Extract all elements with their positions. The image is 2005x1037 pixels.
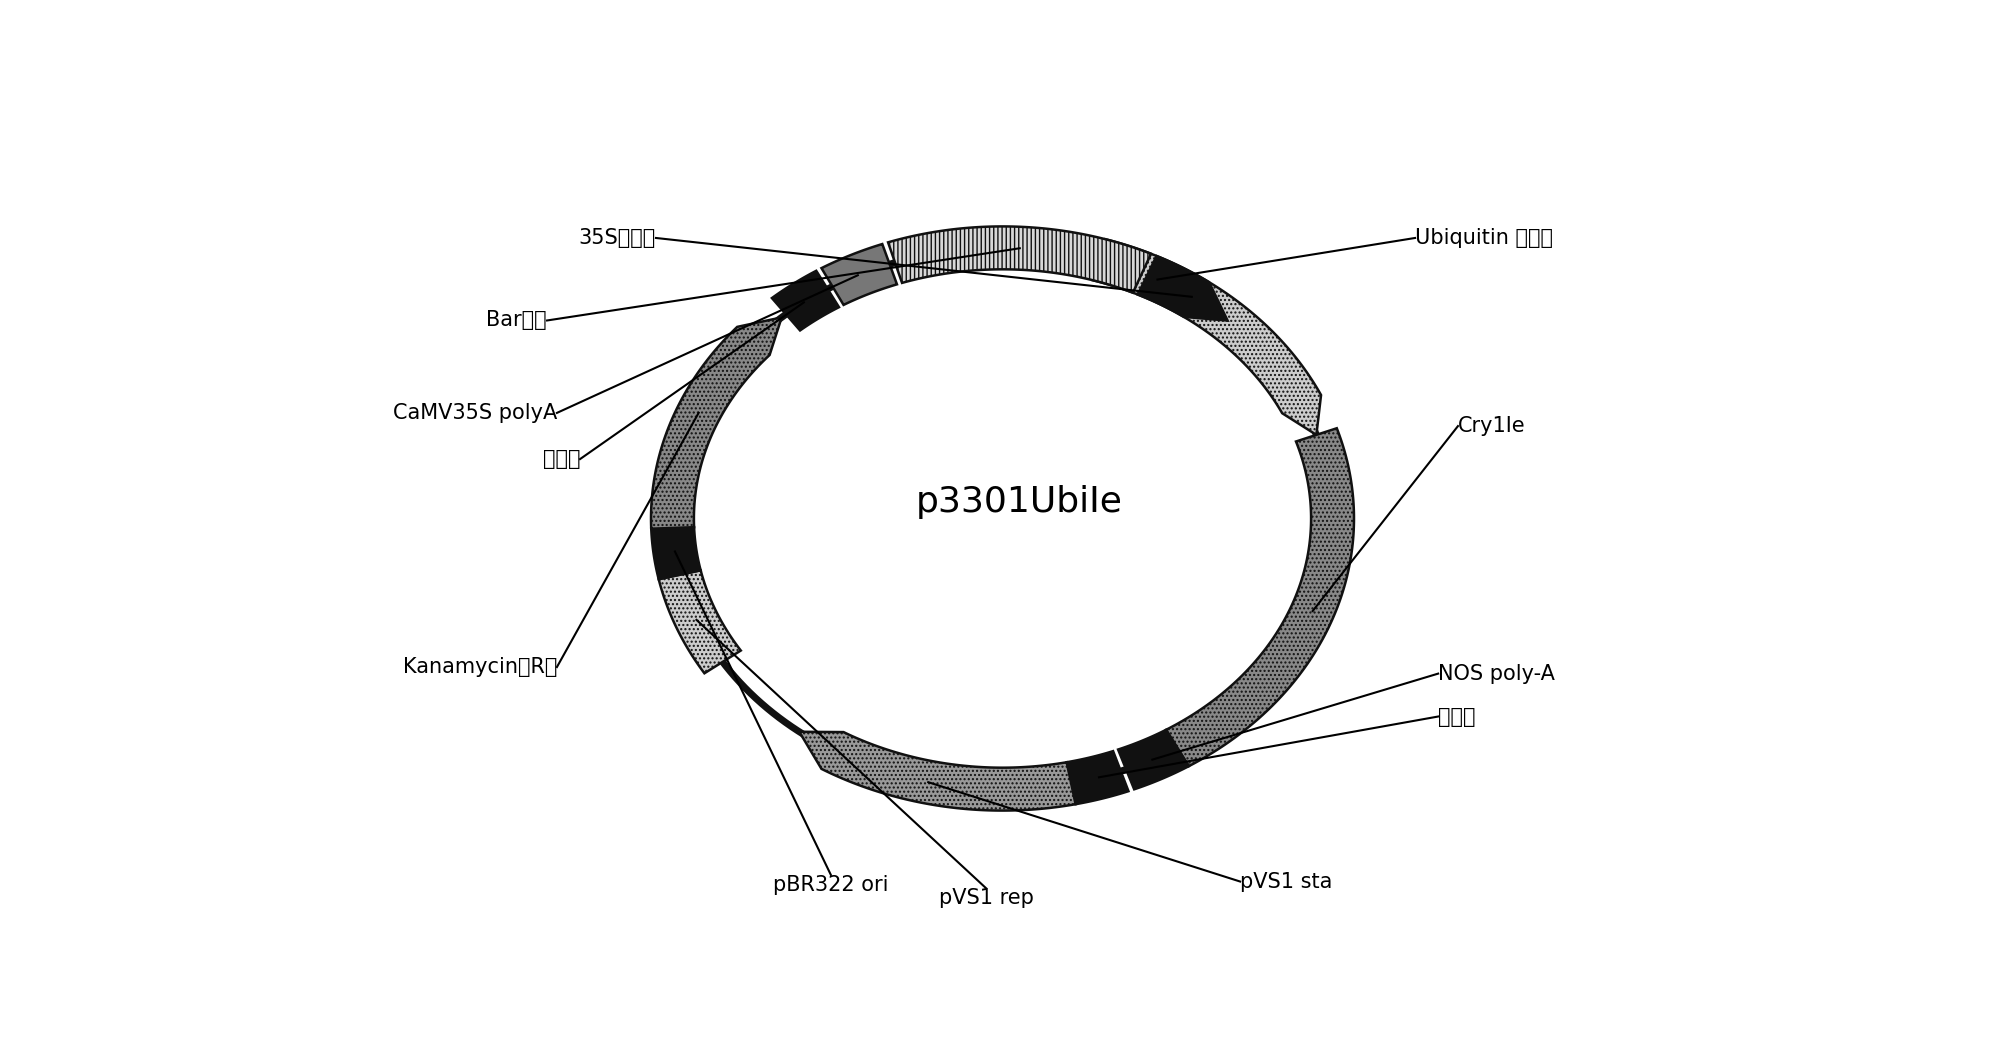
Polygon shape xyxy=(1137,256,1227,320)
Polygon shape xyxy=(652,317,782,529)
Text: 35S启动子: 35S启动子 xyxy=(579,228,656,248)
Text: 左边界: 左边界 xyxy=(543,449,579,469)
Polygon shape xyxy=(660,570,740,673)
Text: Bar基因: Bar基因 xyxy=(487,310,547,331)
Text: pVS1 rep: pVS1 rep xyxy=(938,888,1033,908)
Text: p3301UbiIe: p3301UbiIe xyxy=(916,485,1123,518)
Text: CaMV35S polyA: CaMV35S polyA xyxy=(393,403,557,423)
Polygon shape xyxy=(1167,428,1353,766)
Polygon shape xyxy=(888,226,1151,292)
Polygon shape xyxy=(822,244,896,305)
Polygon shape xyxy=(1093,240,1321,435)
Polygon shape xyxy=(1067,751,1129,805)
Text: Cry1Ie: Cry1Ie xyxy=(1458,416,1526,437)
Text: pBR322 ori: pBR322 ori xyxy=(774,875,888,895)
Text: NOS poly-A: NOS poly-A xyxy=(1438,664,1556,683)
Text: 右边界: 右边界 xyxy=(1438,706,1476,727)
Polygon shape xyxy=(652,527,700,580)
Text: Ubiquitin 启动子: Ubiquitin 启动子 xyxy=(1416,228,1554,248)
Polygon shape xyxy=(772,271,838,331)
Text: pVS1 sta: pVS1 sta xyxy=(1241,871,1333,892)
Text: Kanamycin（R）: Kanamycin（R） xyxy=(403,657,557,677)
Polygon shape xyxy=(1119,730,1189,789)
Polygon shape xyxy=(800,732,1075,811)
